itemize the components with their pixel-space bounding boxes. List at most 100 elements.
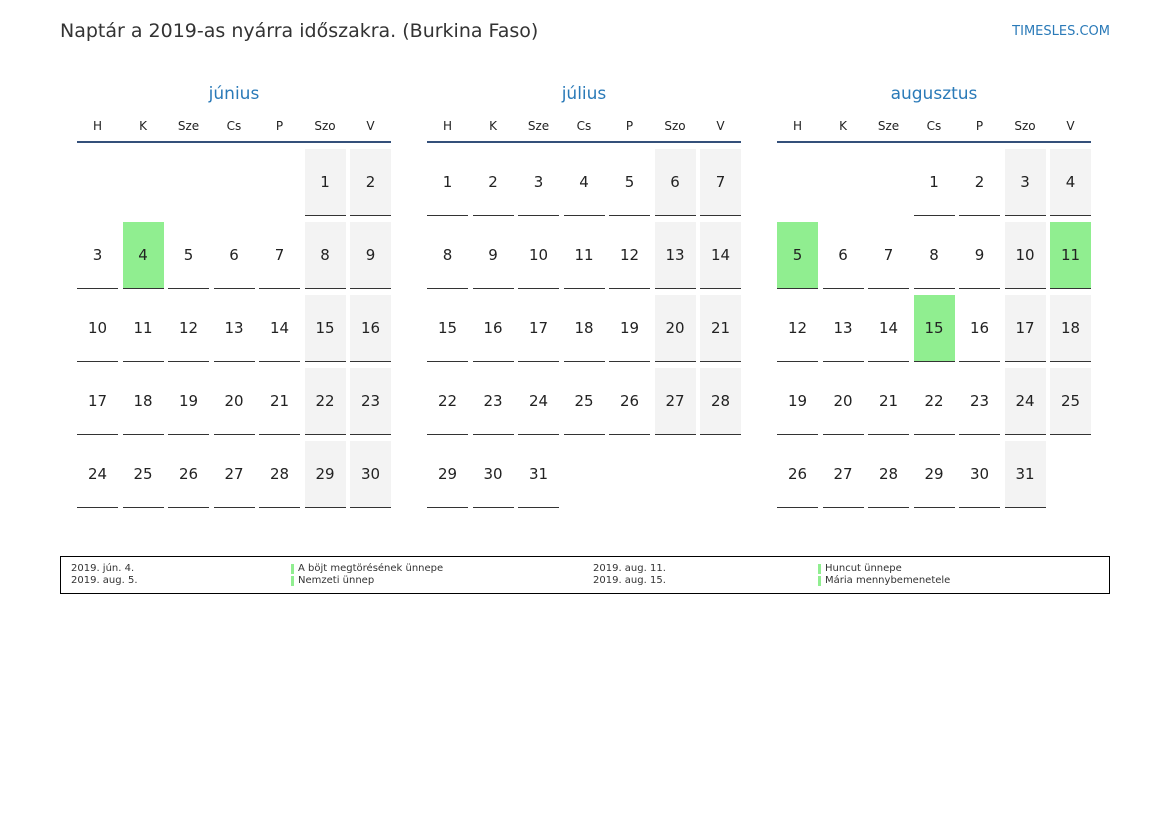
day-cell: 9 <box>472 222 514 289</box>
day-cell: 16 <box>350 295 391 362</box>
day-cell: 21 <box>868 368 909 435</box>
weekday-label: K <box>489 119 497 133</box>
legend-marker <box>291 564 294 574</box>
day-cell: 30 <box>350 441 391 508</box>
day-cell: 9 <box>350 222 391 289</box>
day-cell: 7 <box>868 222 909 289</box>
weekday-label: Cs <box>926 119 942 133</box>
day-cell: 2 <box>350 149 391 216</box>
day-cell: 25 <box>122 441 164 508</box>
day-cell: 30 <box>959 441 1000 508</box>
day-cell: 10 <box>518 222 559 289</box>
day-cell: 8 <box>427 222 468 289</box>
weekday-label: V <box>1066 119 1075 133</box>
day-cell: 30 <box>472 441 514 508</box>
title: Naptár a 2019-as nyárra időszakra. (Burk… <box>60 20 539 42</box>
day-cell: 24 <box>1004 368 1046 435</box>
day-cell: 12 <box>168 295 209 362</box>
day-cell: 18 <box>563 295 605 362</box>
day-cell: 5 <box>168 222 209 289</box>
weekday-label: H <box>442 119 453 133</box>
legend-date: 2019. aug. 15. <box>593 575 666 586</box>
header-rule <box>427 141 741 143</box>
day-cell: 27 <box>213 441 255 508</box>
weekday-label: Szo <box>314 119 336 133</box>
day-cell: 16 <box>472 295 514 362</box>
day-cell: 15 <box>427 295 468 362</box>
day-cell: 20 <box>654 295 696 362</box>
day-cell: 28 <box>700 368 741 435</box>
month-name: július <box>561 84 607 104</box>
day-cell: 26 <box>168 441 209 508</box>
day-cell: 28 <box>259 441 300 508</box>
legend-date: 2019. aug. 11. <box>593 563 666 574</box>
day-cell: 14 <box>259 295 300 362</box>
day-cell: 18 <box>122 368 164 435</box>
day-cell: 13 <box>654 222 696 289</box>
legend-date: 2019. jún. 4. <box>71 563 135 574</box>
day-cell: 17 <box>518 295 559 362</box>
day-cell: 19 <box>609 295 650 362</box>
weekday-label: K <box>139 119 147 133</box>
weekday-label: V <box>716 119 725 133</box>
day-cell: 4 <box>1050 149 1091 216</box>
day-cell: 7 <box>259 222 300 289</box>
brand-link[interactable]: TIMESLES.COM <box>1012 24 1110 39</box>
day-cell: 25 <box>563 368 605 435</box>
weekday-label: Szo <box>664 119 686 133</box>
day-cell: 17 <box>77 368 118 435</box>
day-cell: 21 <box>259 368 300 435</box>
day-cell: 10 <box>1004 222 1046 289</box>
day-cell: 14 <box>868 295 909 362</box>
day-cell: 17 <box>1004 295 1046 362</box>
day-cell: 16 <box>959 295 1000 362</box>
day-cell: 3 <box>1004 149 1046 216</box>
legend-marker <box>818 564 821 574</box>
day-cell: 8 <box>913 222 955 289</box>
day-cell: 2 <box>959 149 1000 216</box>
day-cell: 14 <box>700 222 741 289</box>
day-cell: 10 <box>77 295 118 362</box>
day-cell: 31 <box>1004 441 1046 508</box>
day-cell: 31 <box>518 441 559 508</box>
day-cell: 2 <box>472 149 514 216</box>
weekday-label: Szo <box>1014 119 1036 133</box>
day-cell: 6 <box>213 222 255 289</box>
day-cell: 11 <box>563 222 605 289</box>
header-rule <box>777 141 1091 143</box>
day-cell: 1 <box>427 149 468 216</box>
day-cell: 20 <box>822 368 864 435</box>
day-cell: 23 <box>959 368 1000 435</box>
day-cell: 29 <box>913 441 955 508</box>
header-rule <box>77 141 391 143</box>
day-cell: 6 <box>822 222 864 289</box>
day-cell: 22 <box>913 368 955 435</box>
day-cell: 21 <box>700 295 741 362</box>
weekday-label: Cs <box>226 119 242 133</box>
day-cell: 26 <box>777 441 818 508</box>
month-name: június <box>208 84 260 104</box>
day-cell: 3 <box>77 222 118 289</box>
legend-marker <box>818 576 821 586</box>
weekday-label: Cs <box>576 119 592 133</box>
day-cell: 23 <box>472 368 514 435</box>
legend-marker <box>291 576 294 586</box>
day-cell: 4 <box>122 222 164 289</box>
day-cell: 20 <box>213 368 255 435</box>
weekday-label: H <box>92 119 103 133</box>
day-cell: 5 <box>777 222 818 289</box>
day-cell: 29 <box>427 441 468 508</box>
legend-name: Huncut ünnepe <box>825 563 902 574</box>
day-cell: 22 <box>304 368 346 435</box>
day-cell: 13 <box>213 295 255 362</box>
day-cell: 1 <box>304 149 346 216</box>
day-cell: 27 <box>822 441 864 508</box>
day-cell: 6 <box>654 149 696 216</box>
day-cell: 19 <box>777 368 818 435</box>
day-cell: 27 <box>654 368 696 435</box>
day-cell: 19 <box>168 368 209 435</box>
weekday-label: Sze <box>527 119 550 133</box>
legend-name: Nemzeti ünnep <box>298 575 375 586</box>
day-cell: 25 <box>1050 368 1091 435</box>
